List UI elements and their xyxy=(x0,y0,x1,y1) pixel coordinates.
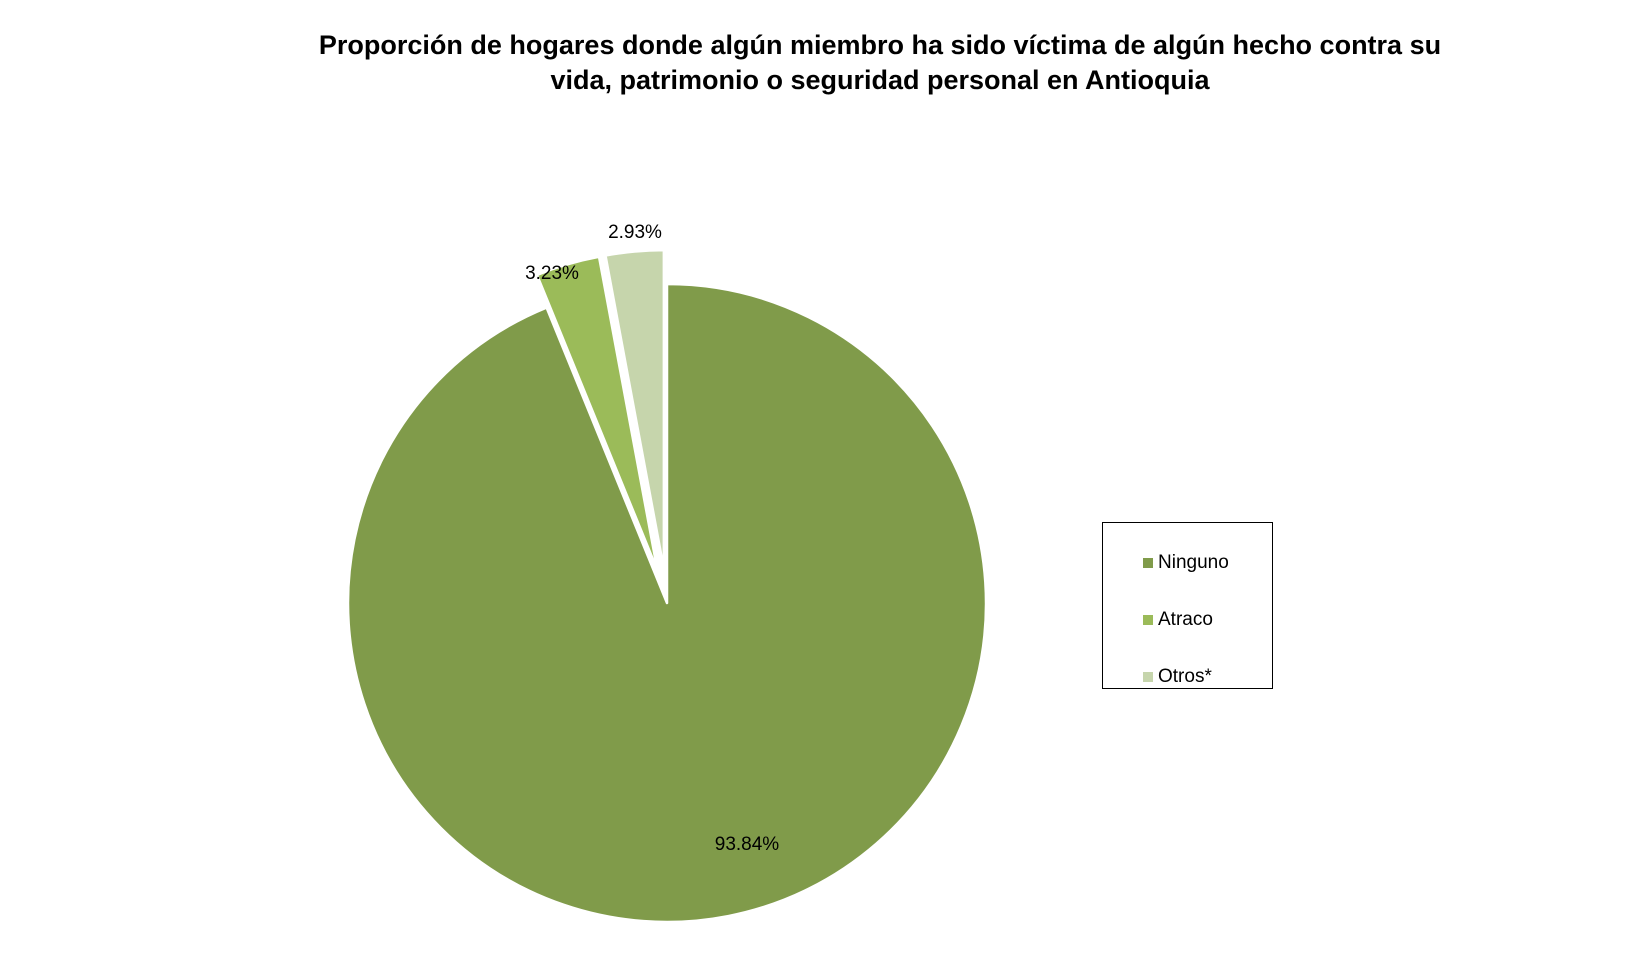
data-label-atraco: 3.23% xyxy=(525,263,579,284)
legend: Ninguno Atraco Otros* xyxy=(1102,522,1273,689)
legend-item-otros: Otros* xyxy=(1143,665,1212,689)
legend-item-ninguno: Ninguno xyxy=(1143,551,1229,575)
pie-slice-ninguno xyxy=(346,282,988,924)
pie-slice-atraco xyxy=(535,255,659,572)
data-label-otros: 2.93% xyxy=(608,222,662,243)
legend-swatch-atraco xyxy=(1143,615,1153,625)
legend-swatch-otros xyxy=(1143,672,1153,682)
chart-title: Proporción de hogares donde algún miembr… xyxy=(180,28,1580,98)
chart-title-line-1: Proporción de hogares donde algún miembr… xyxy=(318,30,1442,60)
legend-label-ninguno: Ninguno xyxy=(1158,552,1229,573)
legend-label-otros: Otros* xyxy=(1158,666,1212,687)
legend-swatch-ninguno xyxy=(1143,558,1153,568)
pie-slice-otros xyxy=(604,248,666,571)
legend-label-atraco: Atraco xyxy=(1158,609,1213,630)
data-label-ninguno: 93.84% xyxy=(715,834,780,855)
chart-title-line-2: vida, patrimonio o seguridad personal en… xyxy=(550,65,1210,95)
legend-item-atraco: Atraco xyxy=(1143,608,1213,632)
